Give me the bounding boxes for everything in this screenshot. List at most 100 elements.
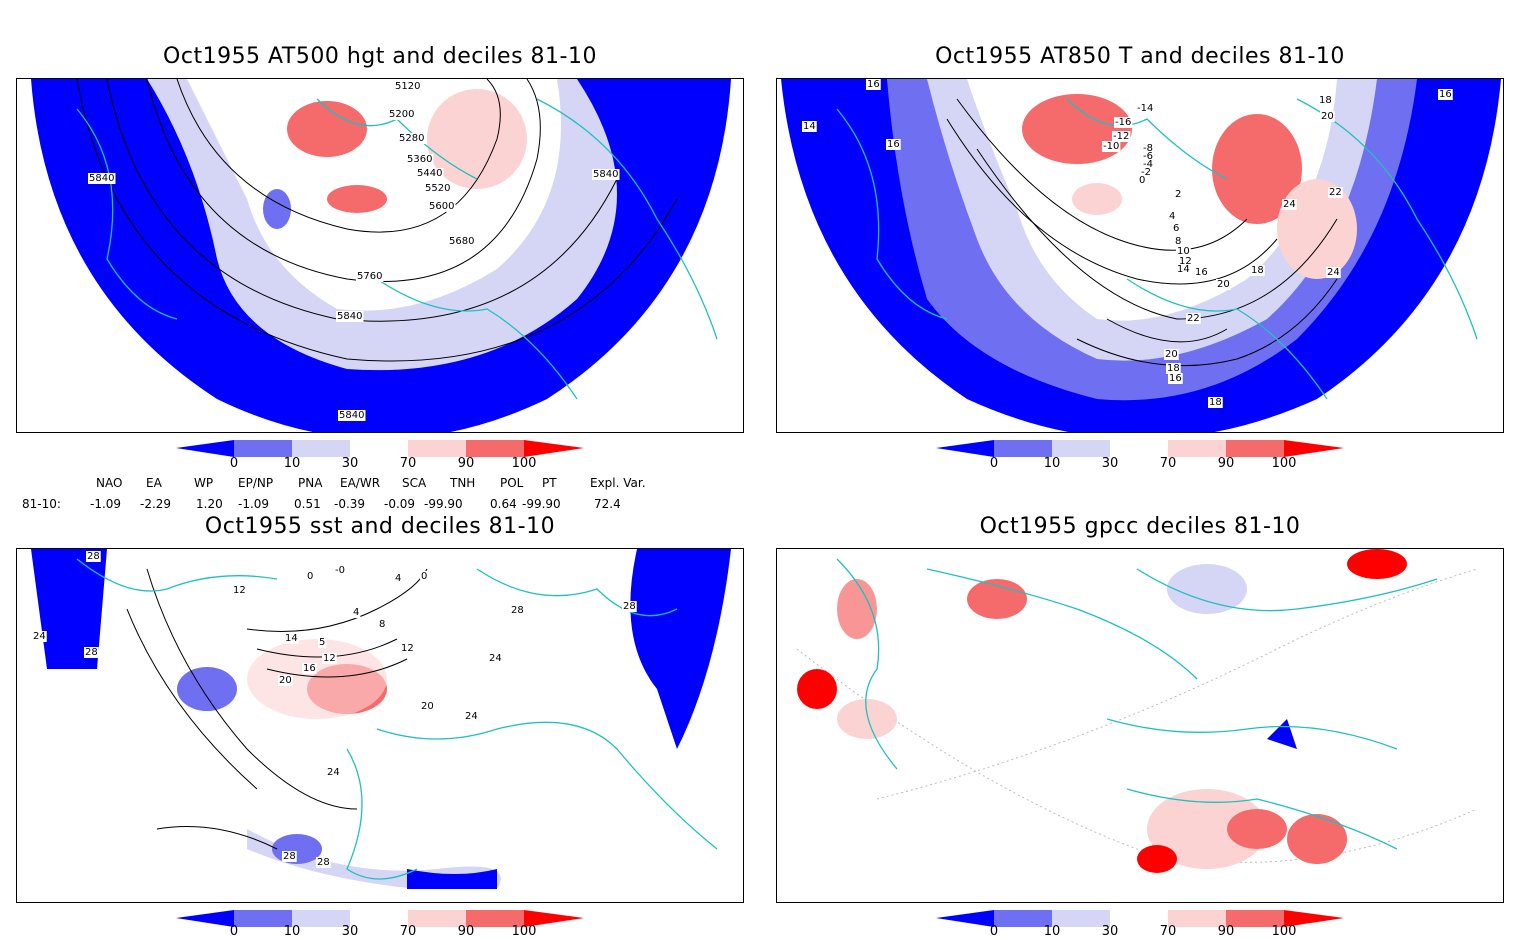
index-header: NAO bbox=[96, 476, 123, 490]
index-value: 72.4 bbox=[594, 497, 621, 511]
cb-tick-3: 70 bbox=[1159, 456, 1177, 471]
contour-label: 28 bbox=[317, 857, 330, 868]
map-hgt500: 5120 5200 5280 5360 5440 5520 5600 5680 … bbox=[31, 79, 731, 432]
map-gpcc bbox=[796, 549, 1478, 873]
contour-label: 4 bbox=[353, 607, 359, 618]
cb-swatch-4 bbox=[408, 440, 466, 457]
contour-label: -16 bbox=[1115, 117, 1131, 128]
map-t850: 16 14 16 16 -14 -16 -12 -10 -8 -6 -4 -2 … bbox=[781, 79, 1501, 432]
contour-label: 28 bbox=[283, 851, 296, 862]
contour-label: -8 bbox=[1143, 143, 1153, 154]
contour-label: 12 bbox=[401, 643, 414, 654]
contour-label: 5360 bbox=[407, 154, 432, 165]
map-panel-t850: 16 14 16 16 -14 -16 -12 -10 -8 -6 -4 -2 … bbox=[776, 78, 1504, 433]
contour-label: 5760 bbox=[357, 271, 382, 282]
contour-label: 28 bbox=[87, 551, 100, 562]
contour-label: 0 bbox=[421, 571, 427, 582]
cb-tick-2: 30 bbox=[341, 924, 359, 939]
contour-label: 8 bbox=[1175, 236, 1181, 247]
panel-title-sst: Oct1955 sst and deciles 81-10 bbox=[204, 514, 556, 539]
cb-tick-2: 30 bbox=[341, 456, 359, 471]
contour-label: 16 bbox=[1169, 373, 1182, 384]
contour-label: 20 bbox=[1321, 111, 1334, 122]
contour-label: 18 bbox=[1251, 265, 1264, 276]
contour-label: 5 bbox=[319, 637, 325, 648]
contour-label: -10 bbox=[1103, 141, 1119, 152]
colorbar-swatches bbox=[936, 910, 1344, 927]
cb-tick-4: 90 bbox=[1217, 924, 1235, 939]
contour-label: 24 bbox=[327, 767, 340, 778]
decile-red bbox=[287, 101, 367, 157]
colorbar-bottom-left: 0 10 30 70 90 100 bbox=[176, 910, 586, 940]
cb-tick-3: 70 bbox=[1159, 924, 1177, 939]
index-header: Expl. Var. bbox=[590, 476, 646, 490]
cb-tick-0: 0 bbox=[229, 924, 239, 939]
panel-title-gpcc: Oct1955 gpcc deciles 81-10 bbox=[979, 514, 1301, 539]
cb-tick-5: 100 bbox=[1271, 456, 1297, 471]
index-value: -99.90 bbox=[424, 497, 463, 511]
cb-swatch-0 bbox=[176, 440, 234, 457]
contour-label: 5840 bbox=[337, 311, 362, 322]
contour-label: 5520 bbox=[425, 183, 450, 194]
contour-label: 14 bbox=[1177, 264, 1190, 275]
contour-label: 6 bbox=[1173, 223, 1179, 234]
cb-tick-5: 100 bbox=[511, 456, 537, 471]
contour-label: 5840 bbox=[339, 410, 364, 421]
map-panel-hgt500: 5120 5200 5280 5360 5440 5520 5600 5680 … bbox=[16, 78, 744, 433]
panel-title-t850: Oct1955 AT850 T and deciles 81-10 bbox=[935, 44, 1345, 69]
contour-label: 8 bbox=[379, 619, 385, 630]
panel-title-hgt500: Oct1955 AT500 hgt and deciles 81-10 bbox=[163, 44, 597, 69]
contour-label: 24 bbox=[1327, 267, 1340, 278]
contour-labels: 5120 5200 5280 5360 5440 5520 5600 5680 … bbox=[88, 81, 620, 421]
cb-tick-2: 30 bbox=[1101, 924, 1119, 939]
index-header: POL bbox=[500, 476, 524, 490]
cb-tick-1: 10 bbox=[283, 924, 301, 939]
contour-label: 22 bbox=[1329, 187, 1342, 198]
contour-label: 14 bbox=[285, 633, 298, 644]
contour-label: 14 bbox=[803, 121, 816, 132]
contour-label: 16 bbox=[303, 663, 316, 674]
index-value: -2.29 bbox=[140, 497, 172, 511]
cb-tick-2: 30 bbox=[1101, 456, 1119, 471]
colorbar-bottom-right: 0 10 30 70 90 100 bbox=[936, 910, 1346, 940]
colorbar-swatches bbox=[176, 910, 584, 927]
cb-tick-3: 70 bbox=[399, 924, 417, 939]
colorbar-top-right: 0 10 30 70 90 100 bbox=[936, 440, 1346, 478]
index-value: 0.64 bbox=[490, 497, 517, 511]
contour-label: 5600 bbox=[429, 201, 454, 212]
cb-tick-4: 90 bbox=[1217, 456, 1235, 471]
map-panel-sst: 28 24 28 12 0 -0 4 0 4 8 12 14 5 12 16 2… bbox=[16, 548, 744, 903]
contour-label: -4 bbox=[1143, 159, 1153, 170]
contour-label: 28 bbox=[85, 647, 98, 658]
contour-label: 20 bbox=[279, 675, 292, 686]
index-row-label: 81-10: bbox=[22, 497, 61, 511]
contour-label: 18 bbox=[1319, 95, 1332, 106]
index-header: SCA bbox=[402, 476, 427, 490]
index-header: TNH bbox=[450, 476, 476, 490]
contour-label: 5200 bbox=[389, 109, 414, 120]
cb-tick-0: 0 bbox=[989, 924, 999, 939]
contour-label: 16 bbox=[1439, 89, 1452, 100]
contour-label: 24 bbox=[465, 711, 478, 722]
index-header: EP/NP bbox=[238, 476, 274, 490]
contour-label: 24 bbox=[33, 631, 46, 642]
contour-label: 5280 bbox=[399, 133, 424, 144]
cb-tick-4: 90 bbox=[457, 456, 475, 471]
contour-label: 18 bbox=[1209, 397, 1222, 408]
cb-tick-5: 100 bbox=[511, 924, 537, 939]
contour-label: 5440 bbox=[417, 168, 442, 179]
index-header: WP bbox=[194, 476, 214, 490]
contour-label: 0 bbox=[1139, 175, 1145, 186]
index-value: 0.51 bbox=[294, 497, 321, 511]
contour-label: 16 bbox=[1195, 267, 1208, 278]
colorbar-swatches bbox=[936, 440, 1344, 457]
decile-blue bbox=[263, 189, 291, 229]
contour-label: -2 bbox=[1141, 167, 1151, 178]
cb-tick-3: 70 bbox=[399, 456, 417, 471]
contour-label: 28 bbox=[511, 605, 524, 616]
contour-label: 0 bbox=[307, 571, 313, 582]
map-sst: 28 24 28 12 0 -0 4 0 4 8 12 14 5 12 16 2… bbox=[31, 549, 731, 889]
contour-label: -6 bbox=[1143, 151, 1153, 162]
index-header: EA/WR bbox=[340, 476, 381, 490]
index-value: -0.09 bbox=[384, 497, 416, 511]
